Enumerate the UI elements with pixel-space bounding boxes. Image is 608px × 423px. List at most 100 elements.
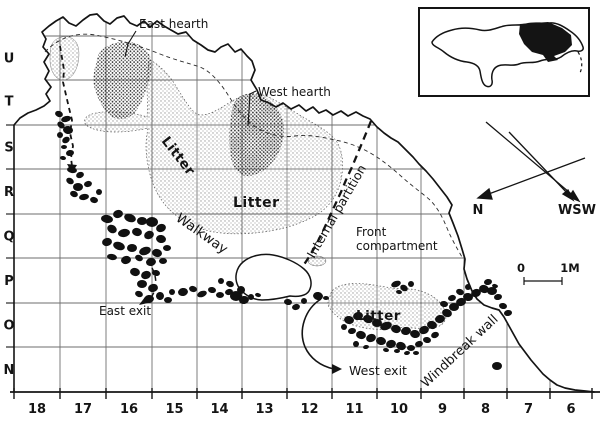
rock [135, 290, 143, 298]
rock [139, 246, 151, 256]
litter-area-main [84, 59, 343, 235]
grid-col-label: 17 [74, 402, 92, 417]
rock [113, 241, 125, 251]
cleared-patch-outline [235, 253, 312, 301]
rock [132, 227, 142, 237]
grid-col-label: 12 [300, 402, 318, 417]
grid-col-label: 15 [165, 402, 183, 417]
rock [216, 292, 224, 298]
rock [415, 340, 423, 348]
rock [73, 183, 83, 191]
label-compass-wsw: WSW [558, 203, 596, 218]
rock [66, 149, 74, 157]
rock [60, 155, 66, 161]
rock [113, 209, 123, 219]
rock [499, 302, 507, 310]
label-east-hearth: East hearth [139, 17, 208, 31]
rock [413, 351, 419, 355]
grid-axes [6, 124, 600, 399]
internal-partition-line [293, 120, 373, 275]
rock [407, 345, 415, 351]
litter-patch-small [307, 255, 327, 267]
east-hearth-pointer [124, 30, 137, 58]
north-arrow-line [485, 157, 586, 196]
west-hearth-pointer [247, 90, 257, 127]
scale-bar [523, 277, 563, 285]
rock [419, 325, 429, 335]
rock [156, 292, 164, 300]
rock [456, 288, 464, 296]
rock [504, 309, 512, 317]
grid-row-label: N [4, 363, 15, 378]
rock [376, 336, 386, 346]
rock [61, 145, 67, 149]
rock [79, 193, 89, 201]
shelter-outline [13, 13, 595, 393]
rock [148, 283, 158, 293]
rock [487, 287, 497, 295]
rock [137, 217, 147, 225]
grid-col-label: 7 [524, 402, 533, 417]
rock [90, 196, 98, 204]
rock [400, 284, 408, 292]
rock [61, 115, 71, 123]
rock [169, 289, 175, 295]
rock [57, 121, 65, 129]
rock [344, 315, 354, 325]
grid-row-label: T [5, 95, 14, 110]
rock [372, 319, 382, 327]
rock [353, 341, 359, 347]
rock [189, 285, 197, 293]
rock [456, 297, 466, 307]
scale-one-meter-label: 1M [560, 261, 579, 275]
rock [218, 278, 224, 284]
west-rock-dash-line [59, 45, 74, 167]
rock [442, 308, 452, 318]
rock [313, 291, 323, 301]
wsw-arrow-line-2 [508, 131, 571, 197]
rock [152, 269, 160, 277]
rock [146, 257, 156, 267]
rock [101, 214, 113, 224]
rock [156, 223, 166, 233]
label-front-compartment-line1: Front [356, 225, 387, 239]
rock [356, 330, 366, 340]
rock [67, 166, 77, 174]
grid-col-label: 9 [438, 402, 447, 417]
rock [141, 270, 151, 280]
rock [353, 311, 363, 321]
grid-row-label: S [4, 141, 13, 156]
rock [230, 291, 242, 301]
rock [391, 324, 401, 334]
rock [208, 286, 216, 294]
grid-col-label: 8 [481, 402, 490, 417]
rock [383, 347, 389, 353]
rock [135, 254, 143, 262]
inset-island-outline [431, 22, 584, 88]
scale-zero-label: 0 [517, 261, 525, 275]
rock [55, 110, 63, 118]
grid-labels: U T S R Q P O N 18 17 16 15 14 13 12 11 10 9 8 7 6 [3, 52, 575, 418]
rock [431, 331, 439, 339]
grid-row-label: R [4, 185, 14, 200]
rock [57, 132, 63, 138]
rock [118, 228, 130, 238]
rock [363, 314, 373, 324]
rock [84, 180, 92, 188]
rock [401, 326, 411, 336]
rock [404, 350, 410, 356]
rock [492, 362, 502, 370]
rock [448, 294, 456, 302]
rock [62, 136, 70, 144]
inset-map [418, 7, 590, 97]
rock [386, 339, 396, 349]
grid-col-label: 18 [28, 402, 46, 417]
rock [156, 234, 166, 244]
label-east-exit: East exit [99, 304, 151, 318]
rock [239, 295, 249, 305]
rock [178, 287, 188, 297]
rock [427, 320, 437, 330]
rock [394, 349, 400, 353]
compass [476, 121, 586, 203]
